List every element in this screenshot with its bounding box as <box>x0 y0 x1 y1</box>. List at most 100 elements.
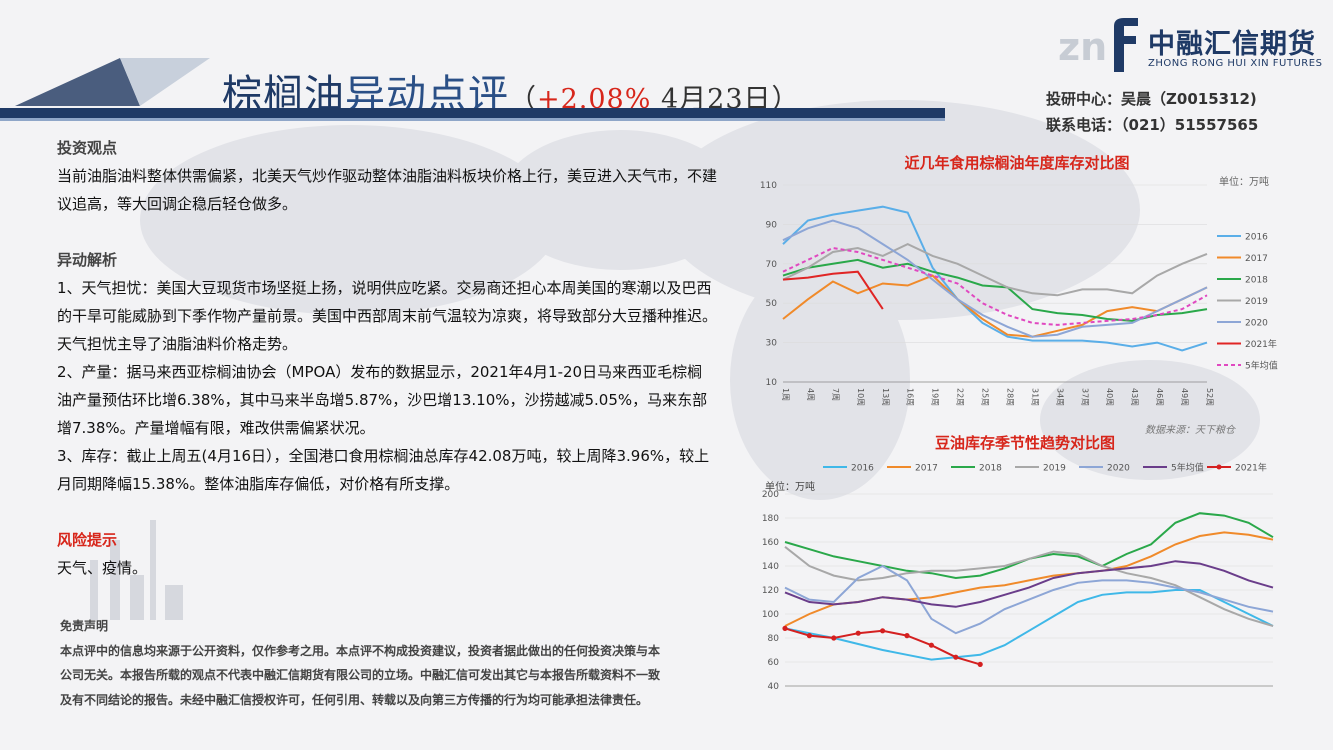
y-tick-label: 120 <box>762 586 779 596</box>
commentary-body: 投资观点 当前油脂油料整体供需偏紧，北美天气炒作驱动整体油脂油料板块价格上行，美… <box>57 134 717 582</box>
y-tick-label: 10 <box>766 378 778 388</box>
x-tick-label: 1周 <box>781 388 790 401</box>
spacer <box>57 218 717 246</box>
analysis-point-inventory: 3、库存：截止上周五(4月16日），全国港口食用棕榈油总库存42.08万吨，较上… <box>57 447 710 493</box>
svg-text:zn: zn <box>1058 25 1107 69</box>
logo-mark-icon: zn <box>1058 18 1138 72</box>
logo-english-name: ZHONG RONG HUI XIN FUTURES <box>1148 58 1323 69</box>
x-tick-label: 13周 <box>881 388 890 406</box>
x-tick-label: 31周 <box>1030 388 1039 406</box>
x-tick-label: 46周 <box>1155 388 1164 406</box>
view-text: 当前油脂油料整体供需偏紧，北美天气炒作驱动整体油脂油料板块价格上行，美豆进入天气… <box>57 167 718 213</box>
x-tick-label: 16周 <box>906 388 915 406</box>
disclaimer-text: 本点评中的信息均来源于公开资料，仅作参考之用。本点评不构成投资建议，投资者据此做… <box>60 643 661 707</box>
legend-label: 2016 <box>1245 233 1268 243</box>
y-tick-label: 100 <box>762 610 779 620</box>
series-line-2016 <box>782 205 1208 352</box>
y-tick-label: 80 <box>768 634 780 644</box>
x-tick-label: 34周 <box>1055 388 1064 406</box>
legend-label: 2017 <box>1245 254 1268 264</box>
view-heading: 投资观点 <box>57 139 118 157</box>
header-divider <box>0 108 945 118</box>
legend-label: 2020 <box>1107 464 1130 474</box>
analysis-heading: 异动解析 <box>57 251 118 269</box>
risk-text: 天气、疫情。 <box>57 559 148 577</box>
header-decoration <box>15 58 210 106</box>
legend-label: 2017 <box>915 464 938 474</box>
x-tick-label: 10周 <box>856 388 865 406</box>
y-tick-label: 160 <box>762 538 779 548</box>
x-tick-label: 7周 <box>831 388 840 401</box>
y-tick-label: 40 <box>768 682 780 692</box>
contact-phone: 联系电话：（021）51557565 <box>1046 116 1259 134</box>
risk-heading: 风险提示 <box>57 531 118 549</box>
series-point <box>977 661 983 667</box>
x-tick-label: 25周 <box>981 388 990 406</box>
series-line-2018 <box>784 512 1274 580</box>
y-tick-label: 110 <box>760 181 777 191</box>
company-logo: zn 中融汇信期货 ZHONG RONG HUI XIN FUTURES <box>1058 16 1323 76</box>
series-point <box>806 633 812 639</box>
y-tick-label: 50 <box>766 299 778 309</box>
legend-label: 2016 <box>851 464 874 474</box>
soybean-oil-inventory-chart: 豆油库存季节性趋势对比图 单位：万吨 2016 2017 2018 2019 2020 5… <box>762 434 1274 692</box>
legend-label: 5年均值 <box>1245 360 1278 372</box>
series-line-5年均值 <box>782 246 1208 326</box>
disclaimer-heading: 免责声明 <box>60 619 109 633</box>
x-tick-label: 19周 <box>931 388 940 406</box>
chart-unit: 单位：万吨 <box>1219 175 1269 188</box>
y-tick-label: 60 <box>768 658 780 668</box>
legend-label: 2019 <box>1245 297 1268 307</box>
chart-title: 豆油库存季节性趋势对比图 <box>935 434 1115 452</box>
series-line-5年均值 <box>784 560 1274 608</box>
y-tick-label: 140 <box>762 562 779 572</box>
y-tick-label: 90 <box>766 220 778 230</box>
analysis-point-weather: 1、天气担忧：美国大豆现货市场坚挺上扬，说明供应吃紧。交易商还担心本周美国的寒潮… <box>57 279 718 353</box>
y-tick-label: 70 <box>766 260 778 270</box>
legend-label: 5年均值 <box>1171 462 1204 474</box>
x-tick-label: 40周 <box>1105 388 1114 406</box>
legend-label: 2018 <box>979 464 1002 474</box>
series-point <box>904 633 910 639</box>
series-point <box>928 642 934 648</box>
y-tick-label: 200 <box>762 490 779 500</box>
y-tick-label: 30 <box>766 339 778 349</box>
series-line-2021年 <box>782 270 884 310</box>
series-line-2020 <box>784 564 1274 635</box>
series-point <box>855 630 861 636</box>
x-tick-label: 28周 <box>1005 388 1014 406</box>
contact-analyst: 投研中心：吴晨（Z0015312) <box>1046 90 1257 108</box>
series-line-2018 <box>782 258 1208 322</box>
chart-title: 近几年食用棕榈油年度库存对比图 <box>904 154 1129 172</box>
x-tick-label: 4周 <box>806 388 815 401</box>
series-line-2020 <box>782 219 1208 338</box>
series-line-2019 <box>782 242 1208 297</box>
legend-label: 2018 <box>1245 276 1268 286</box>
legend-label: 2020 <box>1245 319 1268 329</box>
disclaimer: 免责声明 本点评中的信息均来源于公开资料，仅作参考之用。本点评不构成投资建议，投… <box>60 614 670 712</box>
chart-unit: 单位：万吨 <box>765 480 815 493</box>
analysis-point-production: 2、产量：据马来西亚棕榈油协会（MPOA）发布的数据显示，2021年4月1-20… <box>57 363 708 437</box>
series-point <box>782 625 788 631</box>
x-tick-label: 43周 <box>1130 388 1139 406</box>
x-tick-label: 49周 <box>1180 388 1189 406</box>
series-line-2019 <box>784 546 1274 627</box>
palm-oil-inventory-chart: 近几年食用棕榈油年度库存对比图 单位：万吨 数据来源：天下粮仓 10 30 50 70… <box>760 154 1278 436</box>
legend-label: 2021年 <box>1245 338 1277 350</box>
series-line-2017 <box>782 274 1208 338</box>
x-tick-label: 22周 <box>956 388 965 406</box>
y-tick-label: 180 <box>762 514 779 524</box>
spacer <box>57 498 717 526</box>
series-point <box>880 628 886 634</box>
chart-source: 数据来源：天下粮仓 <box>1145 424 1236 436</box>
logo-chinese-name: 中融汇信期货 <box>1148 29 1316 60</box>
legend-label: 2021年 <box>1235 462 1267 474</box>
series-point <box>831 635 837 641</box>
legend-label: 2019 <box>1043 464 1066 474</box>
header-divider-light <box>0 118 945 121</box>
series-point <box>953 654 959 660</box>
legend-marker <box>1216 464 1222 470</box>
x-tick-label: 37周 <box>1080 388 1089 406</box>
x-tick-label: 52周 <box>1205 388 1214 406</box>
